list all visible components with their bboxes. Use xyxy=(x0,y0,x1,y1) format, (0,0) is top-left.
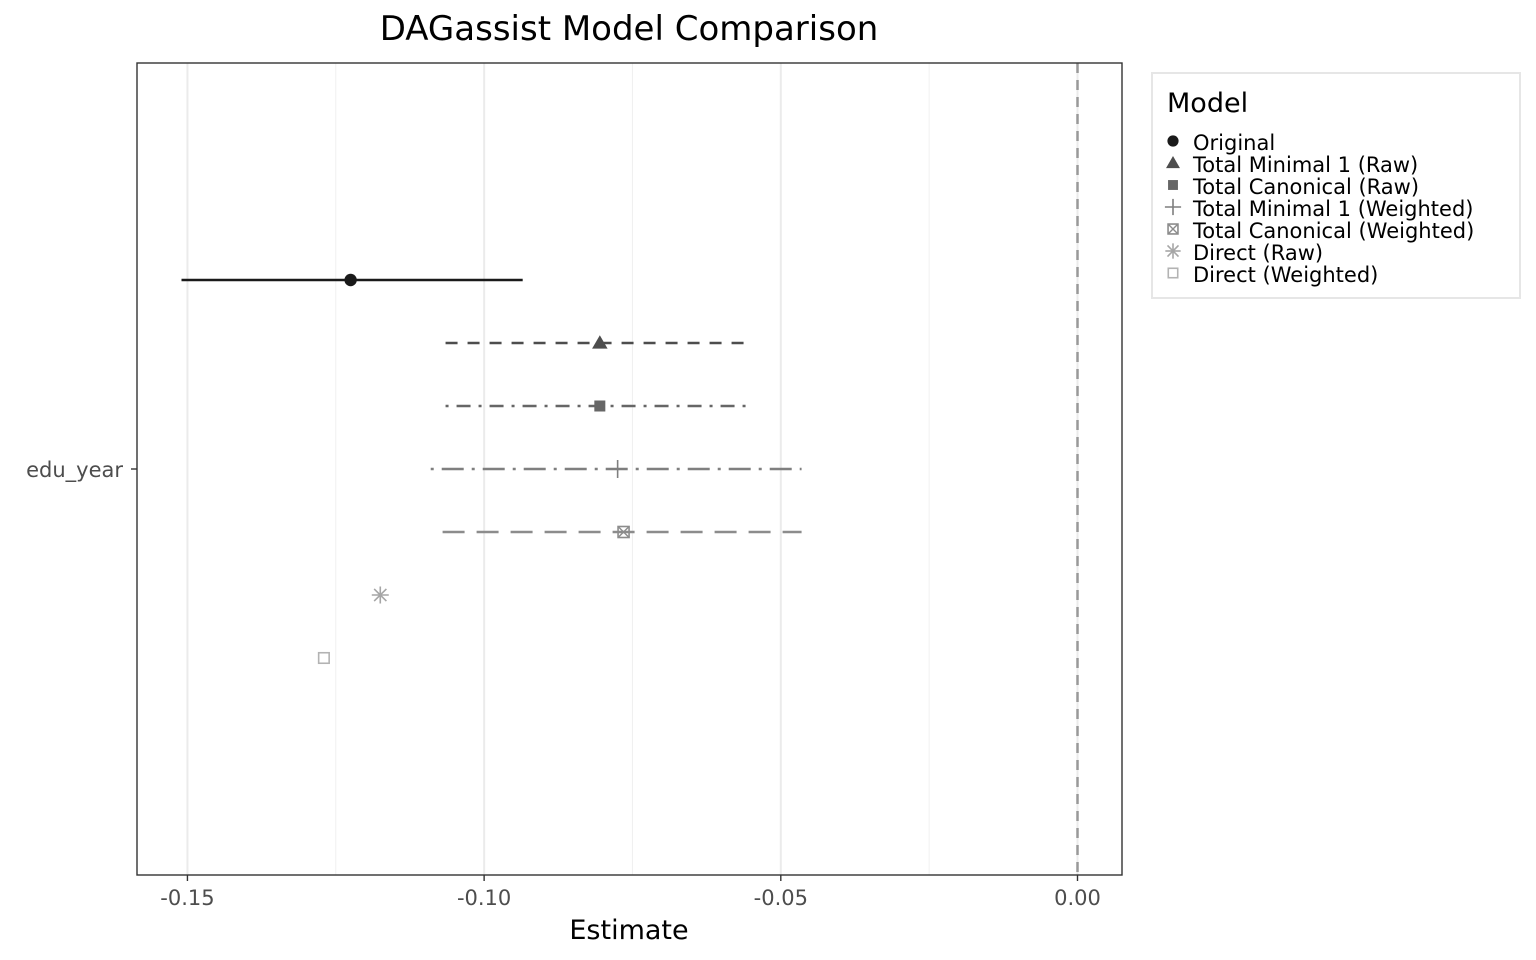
series-total-minimal-1-weighted xyxy=(430,460,802,478)
marker-cross-b xyxy=(617,526,630,538)
series-layer xyxy=(181,273,802,665)
legend-label: Direct (Raw) xyxy=(1193,241,1323,265)
grid-layer xyxy=(186,63,1079,875)
legend-label: Total Canonical (Raw) xyxy=(1192,175,1419,199)
series-total-canonical-raw xyxy=(445,400,752,412)
x-tick-label: -0.10 xyxy=(457,886,511,910)
series-total-canonical-weighted xyxy=(442,525,802,539)
y-tick-label: edu_year xyxy=(26,458,123,483)
legend-key xyxy=(1168,180,1178,190)
point-estimate xyxy=(592,335,608,349)
legend-label: Direct (Weighted) xyxy=(1193,263,1378,287)
legend-label: Original xyxy=(1193,131,1275,155)
marker-circle xyxy=(1167,135,1179,147)
legend-item: Direct (Raw) xyxy=(1165,241,1323,265)
legend-label: Total Minimal 1 (Weighted) xyxy=(1192,197,1474,221)
point-estimate xyxy=(594,400,606,412)
legend-key xyxy=(1164,198,1182,216)
marker-asterisk-d2 xyxy=(373,588,387,602)
x-axis: -0.15 -0.10 -0.05 0.00 xyxy=(160,875,1101,910)
plot-panel-border xyxy=(136,62,1123,876)
legend-item: Total Canonical (Weighted) xyxy=(1167,219,1474,243)
point-estimate xyxy=(317,651,330,665)
legend-box xyxy=(1151,72,1521,299)
legend-label: Total Minimal 1 (Raw) xyxy=(1192,153,1418,177)
marker-cross-b xyxy=(1167,223,1179,235)
marker-square-outline xyxy=(1167,223,1179,235)
legend-item: Original xyxy=(1167,131,1275,155)
marker-circle xyxy=(344,273,357,287)
marker-square-outline xyxy=(617,525,630,539)
legend-key xyxy=(1165,243,1181,259)
legend-label: Total Canonical (Weighted) xyxy=(1192,219,1474,243)
legend-item: Direct (Weighted) xyxy=(1167,263,1378,287)
y-axis: edu_year xyxy=(26,458,137,483)
marker-triangle xyxy=(592,335,608,349)
legend-key xyxy=(1166,156,1180,169)
marker-square xyxy=(594,400,606,412)
chart-title: DAGassist Model Comparison xyxy=(380,9,879,49)
legend-key xyxy=(1167,267,1179,279)
x-tick-label: -0.05 xyxy=(754,886,808,910)
marker-triangle xyxy=(1166,156,1180,169)
legend-key xyxy=(1167,135,1179,147)
series-total-minimal-1-raw xyxy=(445,335,752,349)
marker-open-square xyxy=(317,651,330,665)
series-original xyxy=(181,273,523,287)
legend-item: Total Canonical (Raw) xyxy=(1168,175,1419,199)
x-axis-title: Estimate xyxy=(569,915,688,946)
legend-key xyxy=(1167,223,1179,235)
marker-square xyxy=(1168,180,1178,190)
legend-title: Model xyxy=(1167,88,1248,119)
series-direct-weighted xyxy=(317,651,330,665)
marker-open-square xyxy=(1167,267,1179,279)
series-direct-raw xyxy=(371,586,389,604)
point-estimate xyxy=(617,525,630,539)
legend-item: Total Minimal 1 (Raw) xyxy=(1166,153,1418,177)
point-estimate xyxy=(371,586,389,604)
point-estimate xyxy=(608,460,627,478)
point-estimate xyxy=(344,273,357,287)
marker-asterisk-d2 xyxy=(1166,244,1180,258)
x-tick-label: 0.00 xyxy=(1054,886,1101,910)
x-tick-label: -0.15 xyxy=(160,886,214,910)
legend-item: Total Minimal 1 (Weighted) xyxy=(1164,197,1474,221)
